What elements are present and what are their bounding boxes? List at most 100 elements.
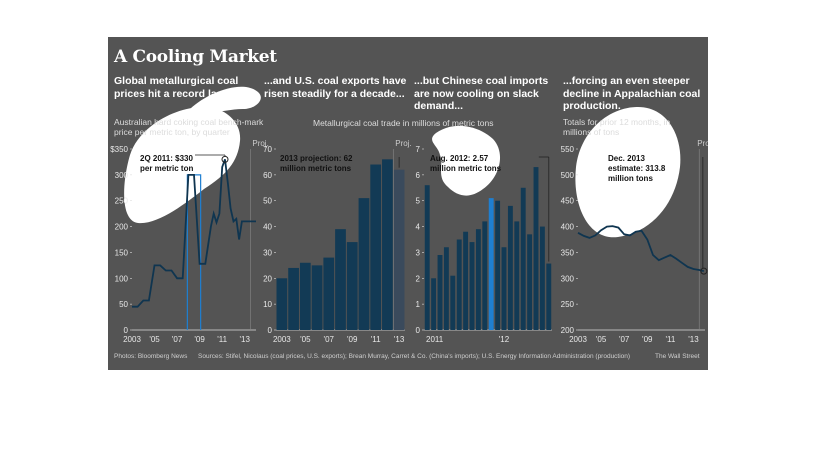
panel-1-headline: Global metallurgical coal prices hit a r… [114,75,259,100]
highlight-blob [190,86,261,113]
x-tick-label: '09 [194,335,205,344]
projection-label: Proj. [395,139,411,148]
import-bar [463,231,469,330]
export-bar [276,278,288,330]
highlight-blob [124,106,241,224]
y-tick-label: 50 [119,300,128,309]
footer-photos: Photos: Bloomberg News [114,353,188,360]
y-tick-label: 300 [115,171,129,180]
import-bar [533,167,539,330]
export-bar [288,267,299,330]
price-line [132,158,256,308]
import-annotation: million metric tons [430,164,502,173]
export-bar [335,229,346,330]
y-tick-label: 0 [268,326,273,335]
y-tick-label: 70 [263,145,272,154]
x-tick-label: '05 [149,335,160,344]
production-annotation: Dec. 2013 [608,154,645,163]
export-bar [323,257,335,330]
y-tick-label: 200 [115,223,129,232]
export-bar [311,265,323,330]
import-annotation: Aug. 2012: 2.57 [430,154,489,163]
footer-sources: Sources: Stifel, Nicolaus (coal prices, … [198,353,631,360]
x-tick-label: '13 [240,335,251,344]
x-tick-label: '09 [642,335,653,344]
charts-layer: 050100150200250300$3502003'05'07'09'11'1… [110,139,708,344]
y-tick-label: 250 [561,300,575,309]
panel-1-subtitle: Australian hard coking coal bench-mark p… [114,117,264,137]
import-bar [456,239,462,330]
y-tick-label: 2 [416,274,421,283]
production-annotation: estimate: 313.8 [608,164,666,173]
price-peak-marker [221,155,229,163]
panel-2-headline: ...and U.S. coal exports have risen stea… [264,75,407,100]
import-bar [501,247,507,330]
x-tick-label: '07 [324,335,335,344]
x-tick-label: 2003 [569,335,587,344]
export-bar [382,159,393,330]
y-tick-label: 6 [416,171,421,180]
y-tick-label: 1 [416,300,421,309]
page-title: A Cooling Market [114,47,277,67]
export-annotation: 2013 projection: 62 [280,154,353,163]
price-annotation: per metric ton [140,164,193,173]
export-bar [299,262,311,330]
import-bar [437,255,443,330]
import-bar [527,234,533,330]
export-bar [370,164,382,330]
y-tick-label: 450 [561,197,575,206]
highlight-blob [575,107,681,238]
y-tick-label: 550 [561,145,575,154]
y-tick-label: 250 [115,197,129,206]
y-tick-label: 7 [416,145,421,154]
x-tick-label: 2011 [426,335,444,344]
import-bar [443,247,449,330]
footer-credit: The Wall Street [655,353,700,360]
x-tick-label: '12 [499,335,510,344]
x-tick-label: 2003 [273,335,291,344]
y-tick-label: 60 [263,171,272,180]
price-annotation: 2Q 2011: $330 [140,154,193,163]
import-bar [424,185,430,330]
chart-figure: A Cooling Market Global metallurgical co… [108,37,708,370]
x-tick-label: '11 [217,335,227,344]
x-tick-label: '07 [172,335,183,344]
x-tick-label: '13 [394,335,405,344]
production-estimate-marker [700,267,708,275]
y-tick-label: 40 [263,223,272,232]
y-tick-label: 10 [263,300,272,309]
highlight-blob [432,125,501,196]
y-tick-label: 20 [263,274,272,283]
export-annotation: million metric tons [280,164,352,173]
export-bar [358,198,370,330]
shared-subtitle: Metallurgical coal trade in millions of … [313,118,494,128]
x-tick-label: 2003 [123,335,141,344]
y-tick-label: 0 [124,326,129,335]
panel-4-subtitle: Totals for prior 12 months, in millions … [563,117,671,137]
x-tick-label: '11 [371,335,381,344]
y-tick-label: 100 [115,274,129,283]
x-tick-label: '13 [688,335,699,344]
y-tick-label: $350 [110,145,128,154]
import-bar [431,278,437,330]
y-tick-label: 0 [416,326,421,335]
projection-label: Proj. [697,139,708,148]
import-bar [546,263,552,330]
import-bar [450,275,456,330]
import-bar [514,221,520,330]
background-blobs [124,86,681,238]
export-bar [393,169,405,330]
y-tick-label: 350 [561,248,575,257]
projection-label: Proj. [252,139,268,148]
panel-4-headline: ...forcing an even steeper decline in Ap… [563,75,701,112]
x-tick-label: '07 [619,335,630,344]
import-bar [495,200,501,330]
y-tick-label: 3 [416,248,421,257]
import-bar [482,221,488,330]
import-bar [507,205,513,330]
panel-3-headline: ...but Chinese coal imports are now cool… [414,75,549,112]
x-tick-label: '05 [596,335,607,344]
production-line [577,225,705,272]
x-tick-label: '11 [665,335,675,344]
y-tick-label: 300 [561,274,575,283]
